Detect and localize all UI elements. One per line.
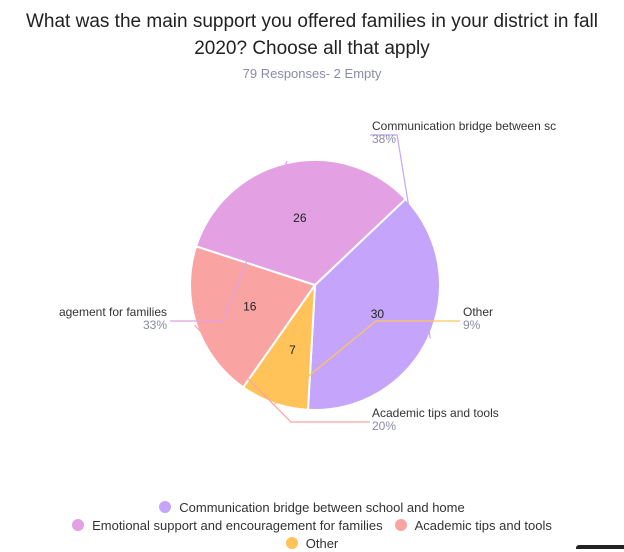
legend-label: Communication bridge between school and …: [179, 499, 465, 515]
legend-item[interactable]: Academic tips and tools: [394, 517, 552, 533]
legend-item[interactable]: Other: [285, 535, 339, 551]
slice-value-label: 26: [293, 211, 307, 225]
legend-row: Other: [0, 534, 624, 552]
slice-name-label: Other: [463, 305, 493, 319]
leader-line: [370, 134, 431, 339]
legend-swatch: [285, 537, 298, 549]
slice-name-label: Academic tips and tools: [372, 406, 499, 420]
slice-name-label: agement for families: [59, 305, 167, 319]
legend-item[interactable]: Communication bridge between school and …: [159, 499, 465, 515]
legend-label: Other: [305, 535, 339, 551]
pie-slice: [194, 159, 408, 287]
legend-swatch: [72, 519, 85, 531]
corner-mark: [576, 545, 624, 549]
slice-percent-label: 9%: [463, 318, 481, 332]
legend-swatch: [159, 501, 172, 513]
legend-label: Academic tips and tools: [414, 517, 552, 533]
slice-value-label: 16: [243, 300, 257, 314]
legend-swatch: [394, 519, 407, 531]
pie-slice: [306, 197, 441, 411]
slice-value-label: 30: [371, 307, 385, 321]
legend-row: Communication bridge between school and …: [0, 498, 624, 516]
slice-percent-label: 20%: [372, 419, 396, 433]
leader-line: [272, 320, 460, 406]
legend-label: Emotional support and encouragement for …: [92, 517, 383, 533]
chart-title: What was the main support you offered fa…: [25, 11, 598, 59]
legend-item[interactable]: Emotional support and encouragement for …: [72, 518, 383, 533]
responses-count: 79 Responses- 2 Empty: [242, 66, 382, 81]
leader-line: [194, 324, 370, 423]
slice-percent-label: 33%: [143, 318, 167, 332]
legend-row: Emotional support and encouragement for …: [0, 516, 624, 534]
slice-name-label: Communication bridge between sc: [372, 119, 556, 133]
leader-line: [170, 160, 288, 322]
slice-value-label: 7: [289, 343, 296, 357]
slice-percent-label: 38%: [372, 132, 396, 146]
chart-legend: Communication bridge between school and …: [0, 498, 624, 552]
